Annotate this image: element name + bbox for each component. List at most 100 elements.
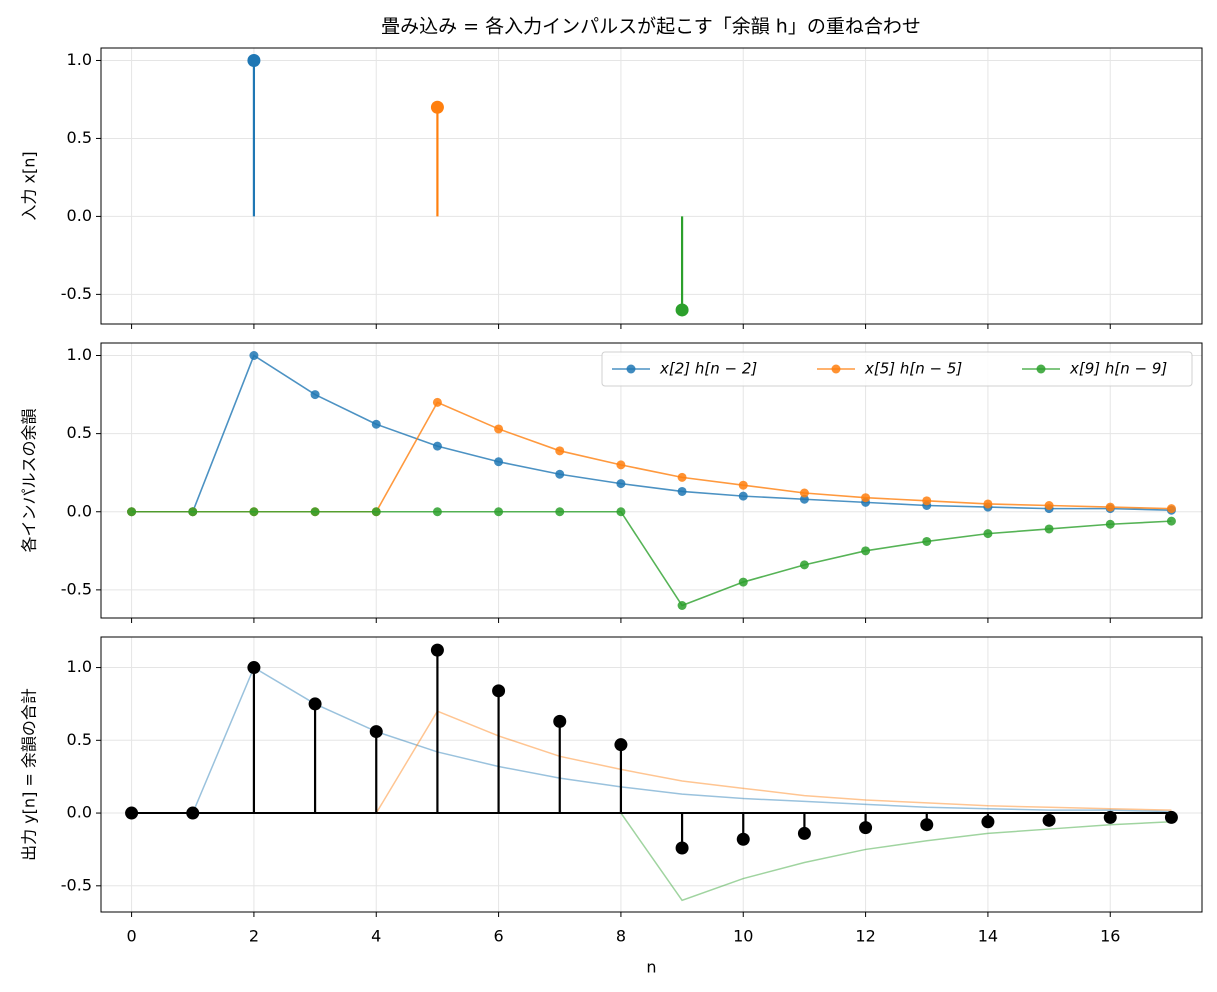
series-line (131, 510, 1172, 607)
point (738, 491, 748, 501)
stem-marker (920, 818, 934, 832)
stem-marker (736, 832, 750, 846)
point (861, 493, 871, 503)
stem-marker (186, 806, 200, 820)
point (616, 460, 626, 470)
point (494, 507, 504, 517)
point (555, 446, 565, 456)
y-axis-label: 各インパルスの余韻 (20, 408, 39, 552)
point (494, 457, 504, 467)
point (1044, 524, 1054, 534)
point (983, 529, 993, 539)
point (127, 507, 137, 517)
axes-frame (100, 342, 1203, 619)
legend-label: x[9] h[n − 9] (1069, 360, 1167, 378)
point (922, 496, 932, 506)
y-tick-label: -0.5 (61, 579, 92, 598)
y-axis-label: 出力 y[n] = 余韻の合計 (20, 688, 39, 861)
point (1105, 502, 1115, 512)
series-line (131, 354, 1172, 513)
stem-marker (981, 815, 995, 829)
y-tick-label: 1.0 (67, 50, 92, 69)
stem-marker (125, 806, 139, 820)
point (799, 488, 809, 498)
x-tick-label: 10 (733, 927, 753, 946)
axes-frame (100, 47, 1203, 325)
faded-line (131, 666, 1172, 814)
y-tick-label: 0.0 (67, 206, 92, 225)
y-tick-label: 1.0 (67, 345, 92, 364)
x-tick-label: 14 (978, 927, 998, 946)
y-tick-label: 0.5 (67, 423, 92, 442)
stem-marker (430, 643, 444, 657)
point (371, 507, 381, 517)
stem-marker (1042, 813, 1056, 827)
y-tick-label: 1.0 (67, 657, 92, 676)
legend-label: x[5] h[n − 5] (864, 360, 962, 378)
point (494, 424, 504, 434)
y-tick-label: 0.5 (67, 128, 92, 147)
chart-title: 畳み込み = 各入力インパルスが起こす「余韻 h」の重ね合わせ (381, 16, 921, 38)
stem-marker (308, 697, 322, 711)
point (188, 507, 198, 517)
stem-marker (553, 714, 567, 728)
axes-frame (100, 636, 1203, 913)
stem-marker (675, 303, 689, 317)
point (1166, 516, 1176, 526)
point (555, 507, 565, 517)
point (1166, 504, 1176, 514)
stem-marker (430, 100, 444, 114)
legend-box (601, 351, 1193, 387)
y-tick-label: 0.5 (67, 730, 92, 749)
point (616, 479, 626, 489)
y-tick-label: 0.0 (67, 501, 92, 520)
x-tick-label: 16 (1100, 927, 1120, 946)
stem-marker (614, 738, 628, 752)
point (738, 577, 748, 587)
stem-marker (492, 684, 506, 698)
point (432, 397, 442, 407)
point (922, 536, 932, 546)
stem-marker (675, 841, 689, 855)
point (799, 560, 809, 570)
x-tick-label: 8 (616, 927, 626, 946)
x-tick-label: 2 (249, 927, 259, 946)
point (677, 601, 687, 610)
point (1044, 501, 1054, 510)
point (983, 499, 993, 509)
stem-marker (859, 821, 873, 835)
point (799, 494, 809, 504)
faded-line (131, 710, 1172, 814)
legend-marker (626, 364, 636, 374)
stem-marker (247, 53, 261, 67)
legend-marker (1036, 364, 1046, 374)
stem-marker (1103, 810, 1117, 824)
stem-marker (797, 826, 811, 840)
point (616, 507, 626, 517)
legend-marker (831, 364, 841, 374)
point (249, 507, 259, 517)
point (738, 480, 748, 490)
x-tick-label: 12 (855, 927, 875, 946)
y-tick-label: 0.0 (67, 803, 92, 822)
point (1105, 519, 1115, 529)
faded-line (131, 812, 1172, 902)
series-line (131, 401, 1172, 513)
x-tick-label: 6 (493, 927, 503, 946)
stem-marker (1164, 810, 1178, 824)
stem-marker (247, 661, 261, 675)
point (677, 472, 687, 482)
point (310, 390, 320, 400)
x-axis-label: n (646, 958, 656, 977)
stem-marker (369, 725, 383, 739)
y-tick-label: -0.5 (61, 875, 92, 894)
point (677, 486, 687, 496)
point (861, 546, 871, 556)
point (371, 419, 381, 429)
y-axis-label: 入力 x[n] (20, 151, 39, 220)
point (249, 351, 259, 360)
x-tick-label: 0 (126, 927, 136, 946)
x-tick-label: 4 (371, 927, 381, 946)
point (432, 507, 442, 517)
